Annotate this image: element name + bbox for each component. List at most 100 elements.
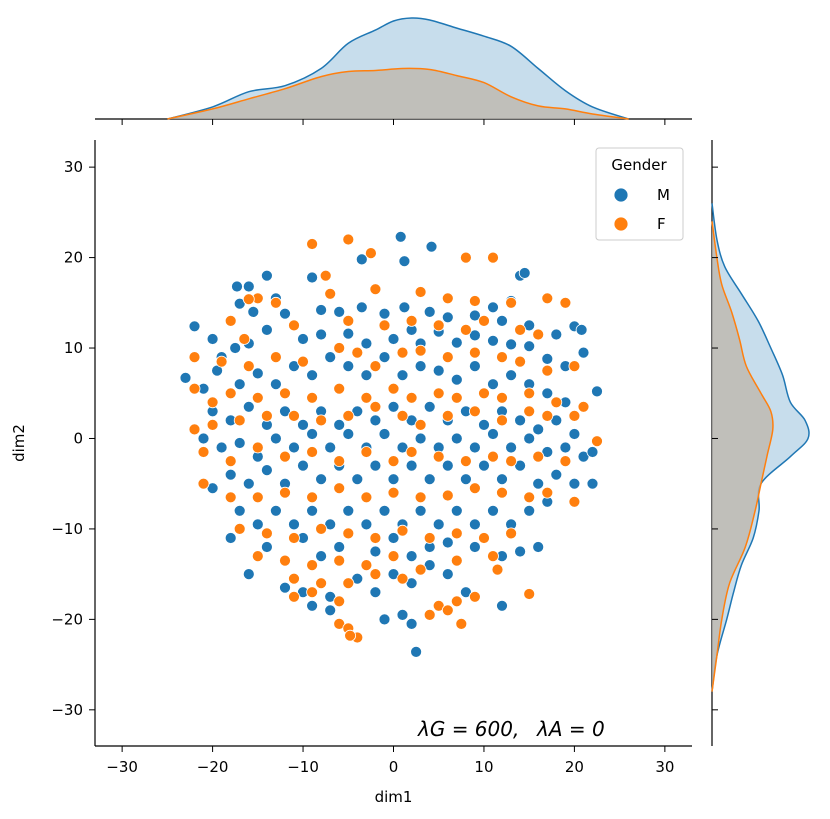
scatter-point-m <box>369 545 382 558</box>
scatter-point-f <box>364 247 377 260</box>
scatter-point-f <box>342 233 355 246</box>
scatter-point-f <box>523 405 536 418</box>
scatter-point-f <box>324 287 337 300</box>
y-tick-label: 10 <box>64 339 83 357</box>
scatter-point-m <box>414 432 427 445</box>
scatter-point-m <box>423 305 436 318</box>
scatter-point-f <box>541 364 554 377</box>
scatter-point-m <box>398 255 411 268</box>
scatter-point-m <box>247 305 260 318</box>
scatter-point-m <box>260 269 273 282</box>
scatter-point-f <box>441 409 454 422</box>
scatter-point-m <box>269 432 282 445</box>
scatter-point-m <box>468 441 481 454</box>
scatter-point-f <box>306 586 319 599</box>
scatter-point-f <box>306 491 319 504</box>
scatter-point-f <box>251 550 264 562</box>
scatter-point-f <box>450 595 463 608</box>
scatter-point-m <box>260 464 273 477</box>
scatter-point-f <box>369 532 382 544</box>
scatter-point-m <box>410 646 423 658</box>
scatter-point-f <box>414 563 427 576</box>
scatter-point-f <box>496 351 508 364</box>
scatter-point-f <box>387 550 400 562</box>
scatter-point-f <box>378 319 391 332</box>
scatter-point-m <box>487 504 499 517</box>
scatter-point-m <box>378 613 391 626</box>
scatter-point-f <box>459 455 472 468</box>
scatter-point-f <box>344 629 357 642</box>
scatter-point-f <box>333 382 346 395</box>
scatter-point-m <box>360 337 373 350</box>
scatter-point-f <box>188 351 201 364</box>
lambda-a-annotation: λA = 0 <box>536 717 605 741</box>
scatter-point-m <box>342 360 355 373</box>
scatter-point-m <box>518 267 531 279</box>
scatter-point-f <box>432 387 445 400</box>
scatter-point-f <box>423 609 436 621</box>
scatter-point-f <box>455 618 468 630</box>
scatter-point-m <box>568 477 581 490</box>
scatter-point-f <box>541 486 554 499</box>
scatter-point-m <box>568 428 581 440</box>
scatter-point-m <box>269 378 282 391</box>
scatter-point-f <box>251 491 264 504</box>
scatter-point-m <box>550 328 563 341</box>
scatter-point-m <box>333 305 346 318</box>
scatter-point-f <box>441 351 454 364</box>
scatter-point-f <box>514 355 526 368</box>
scatter-point-m <box>414 360 427 373</box>
x-tick-label: 10 <box>474 758 493 776</box>
scatter-point-f <box>279 450 291 463</box>
scatter-point-m <box>478 418 490 431</box>
scatter-point-f <box>279 387 291 400</box>
legend: Gender M F <box>595 147 684 241</box>
scatter-point-m <box>315 304 328 316</box>
scatter-point-f <box>405 391 418 404</box>
scatter-point-m <box>233 437 246 449</box>
scatter-point-m <box>468 518 481 531</box>
scatter-point-m <box>342 428 355 440</box>
scatter-point-f <box>351 346 364 359</box>
y-tick-label: −20 <box>51 610 83 628</box>
x-density-line-f <box>167 67 629 120</box>
scatter-point-f <box>478 387 490 400</box>
scatter-point-m <box>523 504 536 517</box>
scatter-point-m <box>378 428 391 440</box>
scatter-point-m <box>387 400 400 413</box>
scatter-point-m <box>405 618 418 630</box>
scatter-point-f <box>396 409 409 422</box>
scatter-point-m <box>586 446 599 458</box>
scatter-point-m <box>559 441 572 454</box>
scatter-point-m <box>532 423 545 436</box>
scatter-point-f <box>233 414 246 427</box>
legend-swatch-f <box>613 216 629 232</box>
scatter-point-m <box>591 385 603 398</box>
scatter-point-f <box>387 455 400 468</box>
scatter-point-m <box>351 473 364 486</box>
y-tick-label: 30 <box>64 158 83 176</box>
scatter-point-m <box>369 414 382 427</box>
scatter-point-m <box>523 340 536 353</box>
scatter-point-f <box>224 455 237 468</box>
scatter-point-f <box>333 554 346 567</box>
scatter-point-f <box>478 314 490 327</box>
scatter-point-m <box>575 323 588 336</box>
x-tick-label: −20 <box>197 758 229 776</box>
scatter-point-m <box>306 271 319 284</box>
scatter-point-m <box>188 320 201 333</box>
scatter-point-m <box>242 477 255 490</box>
scatter-point-m <box>269 504 282 517</box>
scatter-point-f <box>414 286 427 298</box>
scatter-point-f <box>251 391 264 404</box>
scatter-point-f <box>360 491 373 504</box>
y-density-line-f <box>711 221 774 692</box>
lambda-annotation: λG = 600, λA = 0 <box>417 717 605 741</box>
scatter-point-m <box>450 336 463 349</box>
scatter-point-f <box>541 292 554 305</box>
scatter-point-f <box>568 495 581 508</box>
scatter-point-m <box>378 307 391 320</box>
scatter-point-m <box>523 432 536 445</box>
scatter-point-f <box>468 346 481 359</box>
